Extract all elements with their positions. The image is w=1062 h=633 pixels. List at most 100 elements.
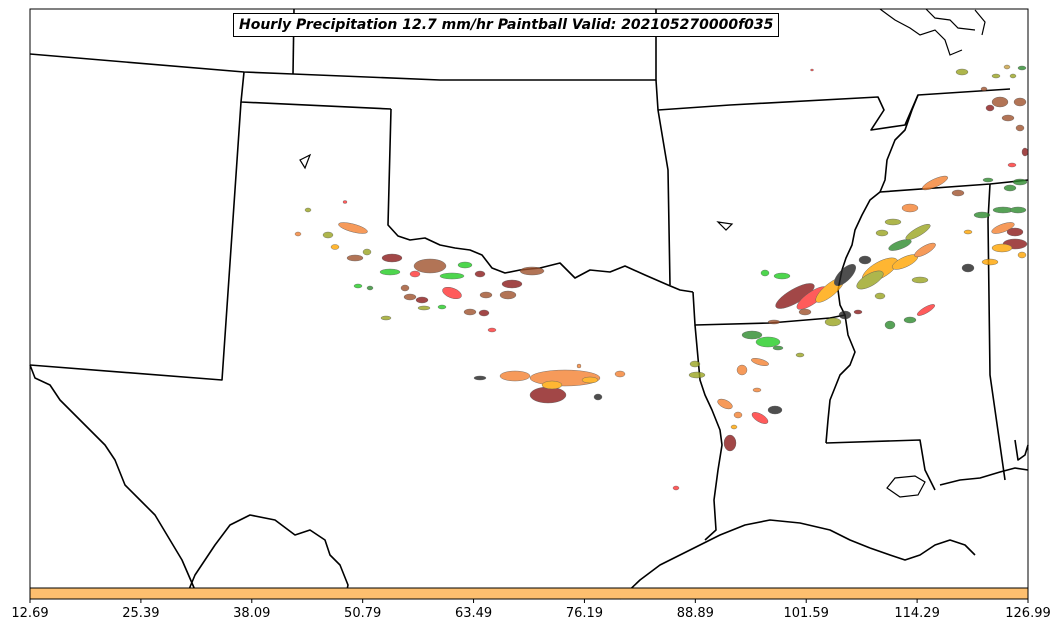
precip-cell: [775, 283, 815, 309]
precip-cell: [911, 276, 929, 284]
precip-cell: [499, 370, 531, 382]
state-boundaries: [29, 8, 1029, 600]
precip-cell: [991, 96, 1009, 108]
precip-cell: [479, 291, 493, 299]
precip-cell: [417, 305, 431, 311]
precip-cell: [439, 272, 465, 280]
precip-cell: [501, 279, 523, 289]
precip-cell: [921, 175, 949, 191]
precip-cell: [529, 386, 567, 404]
precip-cell: [973, 211, 991, 219]
precip-cell: [1017, 251, 1027, 259]
precip-cell: [330, 244, 340, 250]
precip-cell: [672, 485, 680, 491]
ms-al-border: [987, 183, 1006, 481]
precip-cell: [951, 189, 965, 197]
precip-cell: [824, 317, 842, 327]
colorbar-tick-label: 25.39: [122, 606, 160, 621]
precip-cell: [982, 177, 994, 183]
precip-cell: [917, 304, 935, 316]
precip-cell: [834, 264, 856, 286]
map-frame: [29, 8, 1029, 600]
precip-cell: [760, 269, 770, 277]
precip-cell: [981, 258, 999, 266]
precip-cell: [581, 376, 599, 384]
river-detail: [879, 8, 986, 56]
alabama-bay: [1014, 439, 1029, 461]
mississippi-river: [825, 94, 919, 444]
precip-cell: [593, 393, 603, 401]
gulf-coast-texas: [619, 519, 871, 600]
precip-cell: [294, 231, 302, 237]
precip-cell: [730, 424, 738, 430]
precip-cell: [474, 270, 486, 278]
precip-cell: [717, 398, 733, 410]
colorbar-tick-label: 101.59: [783, 606, 829, 621]
precip-cell: [795, 352, 805, 358]
precip-cell: [858, 255, 872, 265]
precip-cell: [381, 253, 403, 263]
colorbar-tick-label: 63.49: [454, 606, 493, 621]
precip-cell: [903, 316, 917, 324]
precip-cell: [353, 283, 363, 289]
red-river: [387, 108, 694, 293]
precip-cell: [980, 86, 988, 92]
colorbar-ticks: [29, 599, 1029, 603]
lake-outline: [299, 153, 312, 170]
colorbar: [29, 587, 1029, 600]
lake-outline: [716, 221, 734, 231]
precip-cell: [798, 308, 812, 316]
rio-grande: [29, 364, 196, 600]
mexico-border-lower: [184, 514, 349, 600]
precip-cell: [752, 387, 762, 393]
precip-cell: [473, 375, 487, 381]
precip-cell: [1003, 184, 1017, 192]
precip-cell: [751, 358, 769, 366]
precip-cell: [767, 405, 783, 415]
gulf-coast-alabama: [939, 467, 1029, 486]
precip-cell: [1017, 65, 1027, 71]
precip-cell: [914, 242, 936, 258]
river-segment: [974, 9, 986, 36]
colorbar-tick-label: 50.79: [344, 606, 382, 621]
new-mexico-east-border: [29, 101, 242, 381]
precip-cell: [1009, 73, 1017, 79]
precip-cell: [1015, 124, 1025, 132]
precip-cell: [888, 239, 912, 251]
precip-cell: [736, 364, 748, 376]
precip-cell: [991, 222, 1015, 234]
precip-cell: [874, 292, 886, 300]
oklahoma-east-border: [655, 79, 671, 286]
precip-blobs: [294, 64, 1029, 491]
precip-cell: [733, 411, 743, 419]
precip-cell: [338, 222, 368, 234]
lakes: [299, 153, 926, 498]
precip-cell: [772, 345, 784, 351]
precip-cell: [362, 248, 372, 256]
precip-cell: [884, 320, 896, 330]
gulf-coast-louisiana: [869, 539, 976, 561]
precip-cell: [961, 263, 975, 273]
lake-outline: [886, 475, 926, 498]
precip-cell: [767, 319, 781, 325]
precip-cell: [400, 284, 410, 292]
precip-cell: [1021, 147, 1029, 157]
precip-cell: [991, 73, 1001, 79]
precip-cell: [751, 412, 769, 424]
precip-cell: [875, 229, 889, 237]
precip-cell: [437, 304, 447, 310]
colorbar-tick-label: 76.19: [565, 606, 604, 621]
precip-cell: [689, 360, 701, 368]
precip-cell: [576, 363, 582, 369]
precip-cell: [342, 200, 348, 204]
precip-cell: [901, 203, 919, 213]
precip-cell: [884, 218, 902, 226]
precip-cell: [499, 290, 517, 300]
precip-cell: [991, 243, 1013, 253]
precip-cell: [955, 68, 969, 76]
map-title: Hourly Precipitation 12.7 mm/hr Paintbal…: [233, 13, 780, 37]
river-segment: [925, 8, 976, 31]
precip-cell: [403, 293, 417, 301]
precip-cell: [614, 370, 626, 378]
